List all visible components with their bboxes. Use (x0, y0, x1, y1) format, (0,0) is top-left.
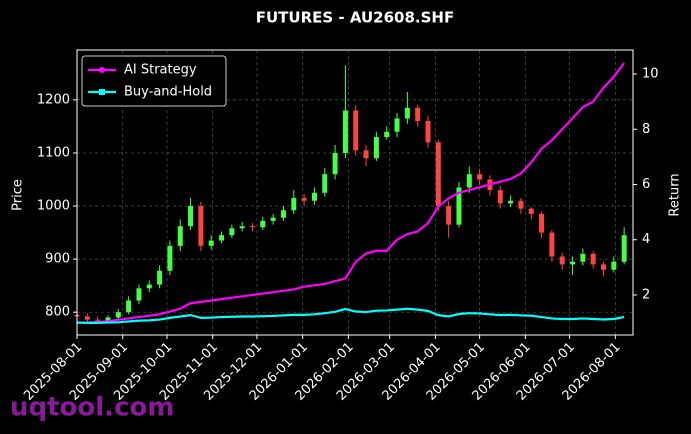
candle-body (311, 192, 317, 201)
candle-body (621, 235, 627, 262)
legend-box (81, 55, 227, 107)
candle-body (270, 217, 276, 221)
candle-body (105, 317, 111, 321)
candle-body (219, 235, 225, 241)
candle-body (590, 253, 596, 265)
watermark: uqtool.com (10, 393, 174, 423)
y2-tick-label: 4 (642, 232, 650, 247)
y-axis-label: Price (11, 179, 26, 211)
candle-body (157, 270, 163, 285)
candle-body (425, 121, 431, 143)
y2-tick-label: 8 (642, 122, 650, 137)
y-tick-label: 1000 (37, 199, 70, 214)
candle-body (549, 232, 555, 257)
candle-body (363, 150, 369, 159)
candle-body (136, 288, 142, 301)
y2-axis-label: Return (668, 173, 683, 216)
candle-body (126, 300, 132, 313)
legend-marker (99, 67, 105, 73)
candle-body (342, 110, 348, 153)
candle-body (580, 253, 586, 262)
candle-body (332, 152, 338, 175)
chart-title: FUTURES - AU2608.SHF (256, 9, 455, 27)
candle-body (518, 200, 524, 209)
candle-body (239, 226, 245, 229)
candle-body (95, 319, 101, 321)
candle-body (456, 187, 462, 225)
y-tick-label: 1100 (37, 145, 70, 160)
candle-body (250, 226, 256, 228)
series-line (76, 307, 625, 324)
candle-body (394, 118, 400, 132)
candle-body (177, 226, 183, 246)
candle-body (446, 206, 452, 225)
candle-body (229, 228, 235, 236)
candle-body (508, 200, 514, 204)
plot-frame (76, 49, 634, 336)
series-line (77, 62, 626, 324)
legend-label: AI Strategy (124, 63, 197, 78)
y-tick-label: 800 (45, 305, 70, 320)
legend-label: Buy-and-Hold (124, 85, 212, 100)
y2-tick-label: 2 (642, 287, 650, 302)
candle-body (497, 190, 503, 204)
candle-body (373, 137, 379, 159)
y-tick-label: 900 (45, 252, 70, 267)
candle-body (611, 261, 617, 270)
candle-body (146, 284, 152, 289)
candle-body (466, 174, 472, 188)
candle-body (188, 206, 194, 227)
y2-tick-label: 10 (642, 67, 659, 82)
candle-body (322, 174, 328, 193)
candle-body (559, 256, 565, 265)
y2-tick-label: 6 (642, 177, 650, 192)
candle-body (570, 261, 576, 265)
candle-body (198, 206, 204, 246)
candle-body (477, 174, 483, 180)
candle-body (404, 107, 410, 119)
candle-body (115, 312, 121, 318)
legend: AI Strategy Buy-and-Hold (81, 55, 227, 107)
y-tick-label: 1200 (37, 92, 70, 107)
candle-body (353, 110, 359, 151)
candle-body (208, 240, 214, 246)
candle-body (415, 107, 421, 122)
candle-body (435, 142, 441, 207)
candle-body (601, 264, 607, 270)
candle-body (84, 316, 90, 320)
candle-body (291, 198, 297, 211)
candle-body (260, 220, 266, 228)
candle-body (280, 210, 286, 218)
candle-body (167, 245, 173, 271)
candle-body (539, 213, 545, 233)
candle-body (528, 208, 534, 214)
candle-body (301, 198, 307, 201)
candle-body (384, 131, 390, 138)
legend-marker (99, 89, 105, 95)
